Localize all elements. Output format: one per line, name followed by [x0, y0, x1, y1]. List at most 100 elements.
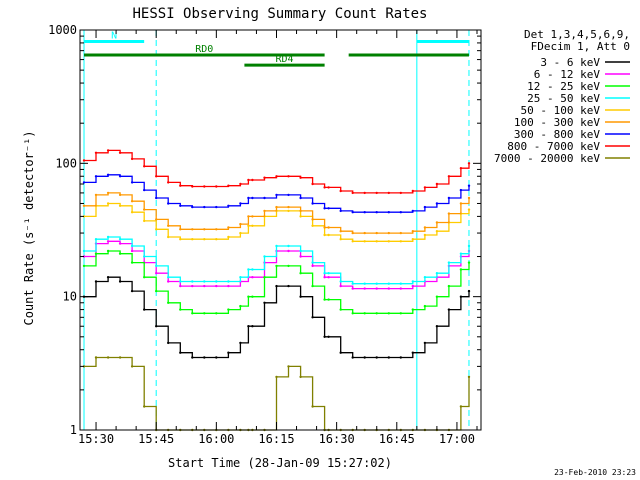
y-tick-label-2: 100 — [55, 156, 77, 170]
data-point-s5-18 — [287, 205, 290, 209]
data-point-s0-7 — [167, 341, 170, 345]
data-point-s7-13 — [239, 182, 242, 186]
data-point-s4-30 — [423, 233, 427, 237]
data-point-s3-27 — [387, 282, 390, 285]
data-point-s7-18 — [287, 175, 290, 178]
data-point-s4-2 — [106, 202, 110, 205]
data-point-s3-34 — [467, 244, 471, 248]
data-point-s0-32 — [447, 308, 451, 311]
data-point-s7-32 — [447, 175, 451, 178]
legend-entry-label-3: 25 - 50 keV — [527, 92, 600, 105]
data-point-s6-10 — [203, 205, 206, 209]
legend-entry-label-8: 7000 - 20000 keV — [494, 152, 600, 165]
data-point-s4-34 — [467, 208, 471, 211]
data-point-s4-22 — [327, 233, 330, 237]
data-point-s7-12 — [227, 184, 230, 187]
data-point-s7-5 — [143, 165, 146, 168]
data-point-s5-32 — [447, 212, 451, 215]
data-point-s7-3 — [118, 151, 122, 154]
data-point-s0-18 — [287, 284, 290, 288]
data-point-s5-21 — [323, 226, 326, 229]
data-point-s6-5 — [143, 188, 146, 192]
data-point-s7-16 — [263, 176, 266, 179]
annotation-label-2: RD0 — [195, 44, 213, 55]
data-point-s6-2 — [106, 173, 110, 176]
data-point-s3-23 — [339, 280, 342, 283]
data-point-s8-17 — [275, 375, 278, 379]
data-point-s0-14 — [247, 325, 250, 328]
annotation-label-0: N — [111, 30, 117, 41]
data-point-s5-16 — [263, 209, 266, 213]
y-tick-label-1: 10 — [63, 290, 77, 304]
data-point-s1-15 — [251, 276, 254, 279]
data-point-s0-6 — [155, 325, 158, 328]
data-point-s5-34 — [467, 196, 471, 200]
data-point-s6-11 — [215, 205, 218, 209]
data-point-s4-6 — [155, 228, 158, 231]
x-tick-label-6: 17:00 — [439, 432, 475, 446]
data-point-s7-30 — [423, 186, 427, 189]
data-point-s7-7 — [167, 181, 170, 184]
data-point-s6-28 — [399, 211, 402, 214]
data-point-s3-2 — [106, 235, 110, 239]
series-line-6 — [84, 174, 470, 213]
data-point-s4-20 — [311, 224, 314, 227]
data-point-s5-20 — [311, 218, 314, 221]
data-point-s2-29 — [411, 308, 414, 311]
data-point-s2-12 — [227, 308, 230, 311]
data-point-s0-10 — [203, 356, 206, 359]
data-point-s0-12 — [227, 351, 230, 354]
data-point-s1-10 — [203, 284, 206, 288]
data-point-s2-13 — [239, 304, 242, 308]
data-point-s1-2 — [106, 240, 110, 243]
data-point-s5-1 — [94, 193, 98, 197]
annotation-label-4: RD4 — [275, 54, 293, 65]
data-point-s2-8 — [179, 308, 182, 311]
data-point-s1-29 — [411, 284, 414, 288]
data-point-s2-34 — [467, 261, 471, 264]
data-point-s1-8 — [179, 284, 182, 288]
data-point-s2-2 — [106, 249, 110, 253]
data-point-s5-26 — [375, 231, 378, 235]
data-point-s6-21 — [323, 207, 326, 210]
data-point-s7-17 — [275, 175, 278, 178]
data-point-s0-27 — [387, 356, 390, 359]
data-point-s3-0 — [82, 249, 86, 253]
data-point-s4-23 — [339, 238, 342, 241]
data-point-s5-10 — [203, 228, 206, 231]
data-point-s0-20 — [311, 316, 314, 319]
data-point-s8-33 — [459, 405, 463, 408]
legend-header-line-1: Det 1,3,4,5,6,9, — [524, 28, 630, 41]
data-point-s0-31 — [435, 325, 439, 328]
data-point-s4-13 — [239, 231, 242, 235]
data-point-s6-16 — [263, 196, 266, 200]
data-point-s6-0 — [82, 181, 86, 184]
data-point-s6-4 — [130, 181, 134, 184]
data-point-s5-2 — [106, 191, 110, 195]
data-point-s5-30 — [423, 226, 427, 229]
data-point-s1-19 — [299, 255, 302, 258]
data-point-s7-6 — [155, 175, 158, 178]
data-point-s3-19 — [299, 249, 302, 253]
data-point-s7-19 — [299, 176, 302, 179]
data-point-s3-10 — [203, 280, 206, 283]
data-point-s5-15 — [251, 215, 254, 218]
data-point-s3-25 — [363, 282, 366, 285]
data-point-s0-4 — [130, 289, 134, 293]
data-point-s2-30 — [423, 304, 427, 308]
plot-area: N RD0 RD4 — [82, 30, 471, 432]
data-point-s5-33 — [459, 202, 463, 205]
data-point-s5-3 — [118, 193, 122, 197]
data-point-s5-22 — [327, 226, 330, 229]
data-point-s2-31 — [435, 295, 439, 298]
x-tick-label-5: 16:45 — [379, 432, 415, 446]
data-point-s6-20 — [311, 202, 314, 205]
data-point-s2-9 — [191, 312, 194, 315]
y-axis-label: Count Rate (s⁻¹ detector⁻¹) — [22, 130, 36, 325]
data-point-s5-8 — [179, 228, 182, 231]
data-point-s5-23 — [339, 230, 342, 233]
data-point-s2-1 — [94, 252, 98, 255]
data-point-s7-23 — [339, 189, 342, 193]
data-point-s7-2 — [106, 149, 110, 152]
data-point-s7-20 — [311, 182, 314, 186]
